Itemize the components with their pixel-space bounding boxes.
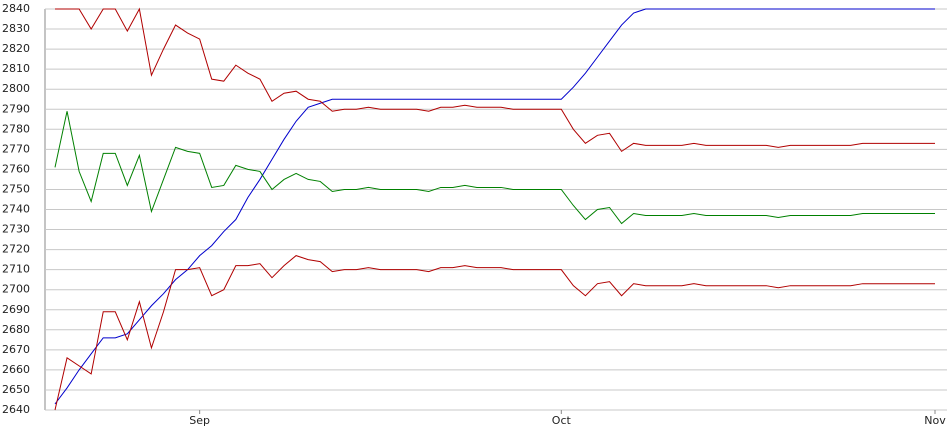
y-tick-label: 2750 — [2, 182, 30, 195]
series-line — [54, 111, 935, 225]
series-line — [54, 255, 935, 411]
y-tick-label: 2770 — [2, 142, 30, 155]
x-tick-label: Nov — [924, 414, 946, 427]
y-tick-label: 2650 — [2, 383, 30, 396]
y-tick-label: 2780 — [2, 122, 30, 135]
y-tick-label: 2660 — [2, 363, 30, 376]
y-tick-label: 2810 — [2, 62, 30, 75]
x-tick-label: Sep — [189, 414, 210, 427]
y-tick-label: 2640 — [2, 403, 30, 416]
y-tick-label: 2690 — [2, 303, 30, 316]
y-tick-label: 2710 — [2, 263, 30, 276]
y-tick-label: 2730 — [2, 223, 30, 236]
y-tick-label: 2830 — [2, 22, 30, 35]
y-tick-label: 2720 — [2, 243, 30, 256]
x-tick-label: Oct — [552, 414, 572, 427]
y-tick-label: 2800 — [2, 82, 30, 95]
y-tick-label: 2760 — [2, 162, 30, 175]
y-tick-label: 2820 — [2, 42, 30, 55]
y-tick-label: 2790 — [2, 102, 30, 115]
y-tick-label: 2700 — [2, 283, 30, 296]
series-line — [54, 8, 935, 405]
y-tick-label: 2840 — [2, 2, 30, 15]
y-tick-label: 2670 — [2, 343, 30, 356]
y-tick-label: 2740 — [2, 203, 30, 216]
y-tick-label: 2680 — [2, 323, 30, 336]
series-line — [55, 7, 935, 153]
